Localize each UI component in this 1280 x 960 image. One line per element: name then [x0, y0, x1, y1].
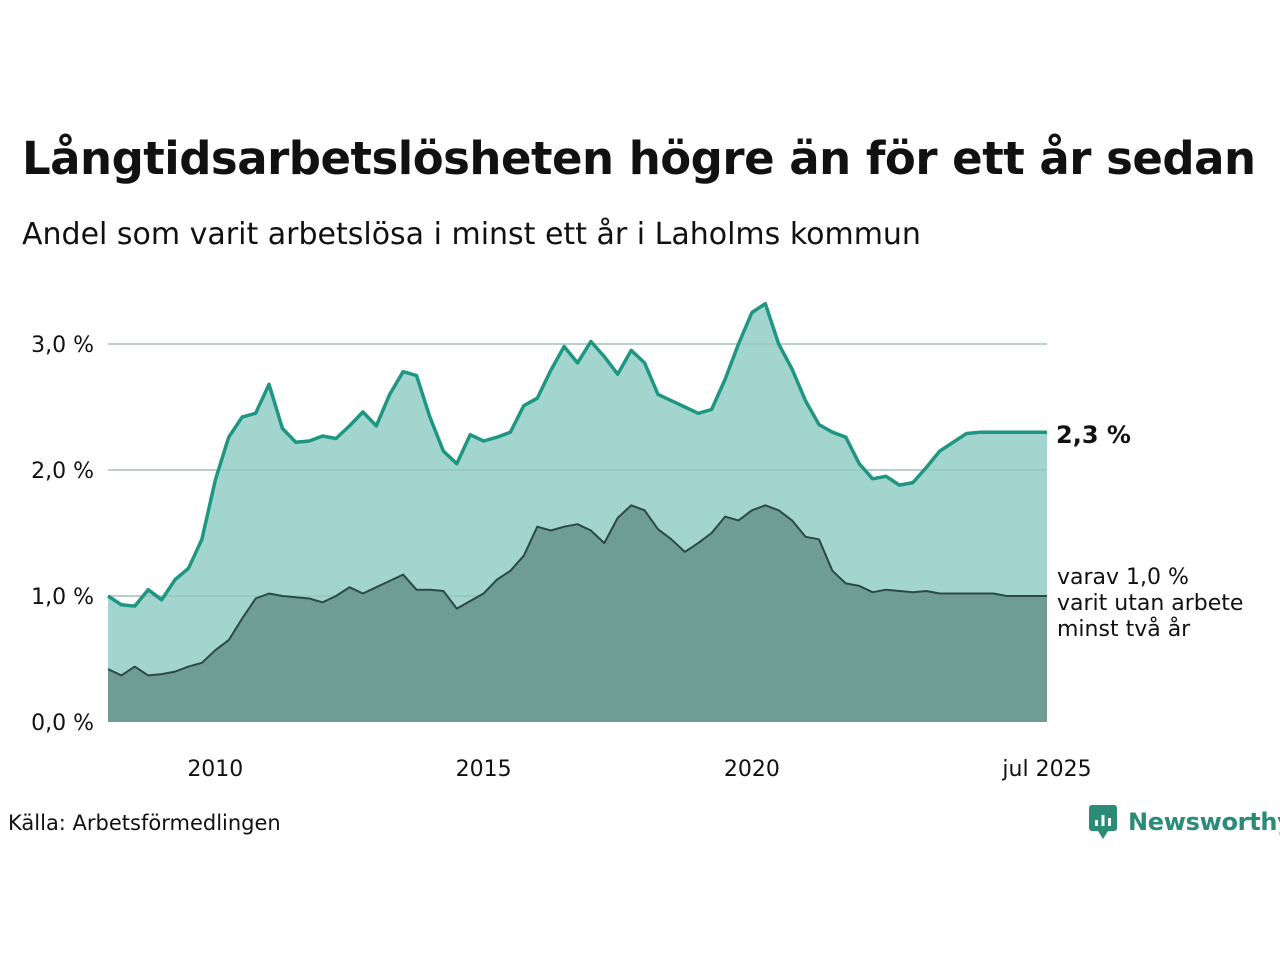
brand-logo: Newsworthy [1088, 804, 1280, 840]
total-line [107, 301, 1047, 608]
x-tick-label: jul 2025 [1001, 757, 1091, 782]
x-tick-label: 2010 [187, 757, 243, 782]
y-axis-ticks: 0,0 % 1,0 % 2,0 % 3,0 % [31, 333, 94, 736]
chart-title: Långtidsarbetslösheten högre än för ett … [22, 132, 1256, 185]
y-tick-label: 3,0 % [31, 333, 94, 358]
end-label-sub: varav 1,0 % varit utan arbete minst två … [1057, 565, 1250, 642]
source-note: Källa: Arbetsförmedlingen [8, 811, 281, 835]
brand-name: Newsworthy [1128, 808, 1280, 836]
plot-areas [107, 301, 1047, 722]
x-tick-label: 2015 [456, 757, 512, 782]
y-tick-label: 0,0 % [31, 711, 94, 736]
sub-area [108, 505, 1047, 722]
x-axis-ticks: 2010 2015 2020 jul 2025 [187, 757, 1091, 782]
chart-subtitle: Andel som varit arbetslösa i minst ett å… [22, 217, 921, 252]
end-label-sub-line: minst två år [1057, 616, 1191, 642]
end-label-sub-line: varav 1,0 % [1057, 565, 1189, 590]
y-tick-label: 1,0 % [31, 585, 94, 610]
end-label-sub-line: varit utan arbete [1057, 591, 1243, 616]
newsworthy-logo-icon [1089, 805, 1117, 839]
sub-line [107, 504, 1047, 677]
y-tick-label: 2,0 % [31, 459, 94, 484]
x-tick-label: 2020 [724, 757, 780, 782]
end-label-total: 2,3 % [1056, 421, 1131, 449]
